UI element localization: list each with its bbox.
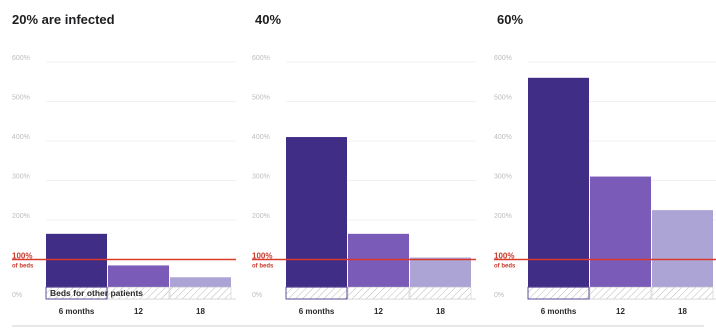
y-tick-label: 300% bbox=[252, 174, 270, 181]
y-tick-label: 200% bbox=[494, 213, 512, 220]
panel-1-plot: 0% 200% 300% 400% 500% 600% 6 months 12 18 100% of… bbox=[12, 55, 236, 316]
x-tick-label: 12 bbox=[134, 307, 143, 316]
reserved-beds-band bbox=[527, 286, 590, 300]
y-tick-label: 600% bbox=[494, 55, 512, 62]
y-tick-label: 0% bbox=[12, 292, 22, 299]
y-tick-label: 500% bbox=[494, 95, 512, 102]
y-tick-label: 600% bbox=[12, 55, 30, 62]
y-tick-label: 300% bbox=[494, 174, 512, 181]
reserved-beds-band bbox=[589, 286, 652, 300]
panel-3-title: 60% bbox=[497, 12, 523, 27]
y-tick-label: 200% bbox=[252, 213, 270, 220]
reference-sublabel: of beds bbox=[494, 264, 516, 270]
bar-1 bbox=[528, 77, 589, 299]
bar-3 bbox=[652, 210, 713, 299]
y-tick-label: 500% bbox=[252, 95, 270, 102]
reference-sublabel: of beds bbox=[12, 264, 34, 270]
reserved-beds-band bbox=[107, 286, 170, 300]
panel-2-plot: 0% 200% 300% 400% 500% 600% 6 months 12 18 100% of… bbox=[252, 55, 476, 316]
y-tick-label: 0% bbox=[494, 292, 504, 299]
reserved-beds-band bbox=[409, 286, 472, 300]
x-tick-label: 6 months bbox=[299, 307, 335, 316]
x-tick-label: 18 bbox=[436, 307, 445, 316]
panel-2: 40% 0% 200% 300% 400% 500% 600% 6 months 12 18 10… bbox=[252, 12, 476, 316]
reserved-beds-band bbox=[169, 286, 232, 300]
y-tick-label: 400% bbox=[12, 134, 30, 141]
y-tick-label: 500% bbox=[12, 95, 30, 102]
y-tick-label: 0% bbox=[252, 292, 262, 299]
reserved-outline bbox=[527, 286, 590, 300]
x-tick-label: 6 months bbox=[541, 307, 577, 316]
reference-label: 100% bbox=[494, 252, 514, 261]
y-tick-label: 300% bbox=[12, 174, 30, 181]
other-patients-label: Beds for other patients bbox=[50, 288, 143, 298]
panel-3-plot: 0% 200% 300% 400% 500% 600% 6 months 12 18 100% of… bbox=[494, 55, 716, 316]
y-tick-label: 400% bbox=[252, 134, 270, 141]
x-tick-label: 18 bbox=[196, 307, 205, 316]
x-tick-label: 12 bbox=[374, 307, 383, 316]
y-tick-label: 400% bbox=[494, 134, 512, 141]
reserved-beds-band bbox=[651, 286, 714, 300]
reserved-outline bbox=[45, 286, 108, 300]
reserved-beds-band bbox=[347, 286, 410, 300]
reserved-outline bbox=[285, 286, 348, 300]
y-tick-label: 600% bbox=[252, 55, 270, 62]
reference-label: 100% bbox=[12, 252, 32, 261]
y-tick-label: 200% bbox=[12, 213, 30, 220]
bar-1 bbox=[286, 137, 347, 299]
reserved-beds-band bbox=[285, 286, 348, 300]
reference-label: 100% bbox=[252, 252, 272, 261]
bar-2 bbox=[590, 176, 651, 299]
x-tick-label: 12 bbox=[616, 307, 625, 316]
x-tick-label: 6 months bbox=[59, 307, 95, 316]
reference-sublabel: of beds bbox=[252, 264, 274, 270]
panel-1-title: 20% are infected bbox=[12, 12, 115, 27]
panel-2-title: 40% bbox=[255, 12, 281, 27]
panel-3: 60% 0% 200% 300% 400% 500% 600% 6 months 12 18 10… bbox=[494, 12, 716, 316]
panel-1: 20% are infected 0% 200% 300% 400% 500% 600% 6… bbox=[12, 12, 236, 316]
x-tick-label: 18 bbox=[678, 307, 687, 316]
